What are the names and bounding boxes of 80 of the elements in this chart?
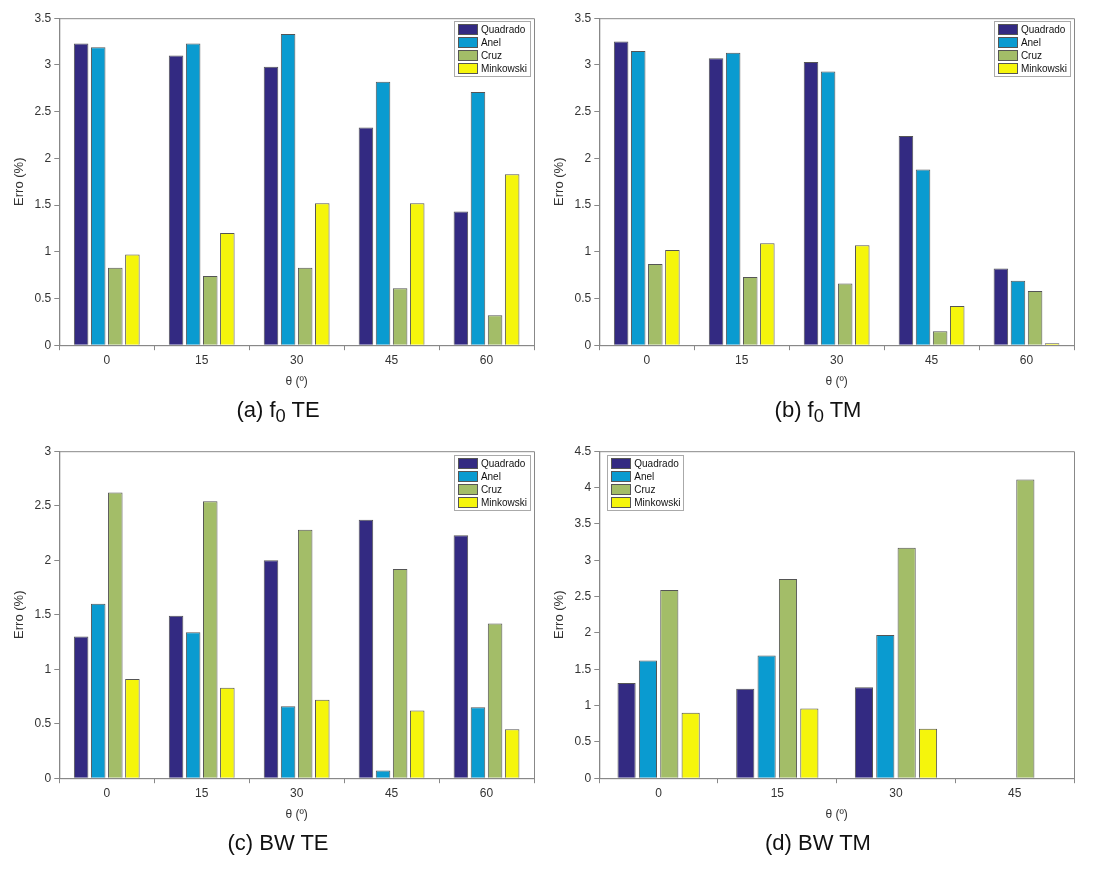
y-tick-label: 2.5 — [34, 498, 52, 513]
x-tick-label: 60 — [1019, 352, 1034, 367]
x-tick-label: 45 — [924, 352, 939, 367]
y-axis-title: Erro (%) — [551, 590, 567, 640]
x-axis-title: θ (º) — [285, 807, 308, 822]
y-tick-label: 0.5 — [34, 290, 52, 305]
y-tick-label: 0.5 — [574, 290, 592, 305]
y-tick-label: 1.5 — [574, 661, 592, 676]
legend-label: Anel — [480, 470, 501, 482]
legend-label: Quadrado — [480, 24, 526, 36]
text: (a) f$_{0}$ TE — [235, 397, 321, 428]
x-tick-label: 0 — [655, 786, 663, 801]
legend-label: Cruz — [1020, 50, 1042, 62]
text: (b) f$_{0}$ TM — [773, 397, 863, 428]
legend-label: Minkowski — [634, 496, 681, 508]
x-axis-title: θ (º) — [825, 374, 848, 389]
y-tick-label: 0 — [584, 337, 592, 352]
legend-label: Cruz — [480, 50, 502, 62]
y-tick-label: 3 — [44, 443, 52, 458]
y-tick-label: 4 — [584, 480, 592, 495]
y-tick-label: 2 — [584, 625, 592, 640]
y-tick-label: 1 — [584, 698, 592, 713]
y-tick-label: 3.5 — [34, 10, 52, 25]
y-tick-label: 2 — [44, 552, 52, 567]
y-axis-title: Erro (%) — [11, 590, 27, 640]
y-tick-label: 2.5 — [574, 103, 592, 118]
x-tick-label: 30 — [889, 786, 903, 801]
x-axis-title: θ (º) — [285, 374, 308, 389]
y-axis-title: Erro (%) — [551, 157, 567, 206]
y-tick-label: 3 — [44, 57, 52, 72]
y-tick-label: 0 — [44, 337, 52, 352]
y-tick-label: 2 — [584, 150, 592, 165]
legend-label: Quadrado — [480, 457, 526, 469]
legend-label: Anel — [480, 37, 501, 49]
y-tick-label: 1 — [44, 661, 52, 676]
legend-label: Anel — [1020, 37, 1041, 49]
y-tick-label: 3 — [584, 552, 592, 567]
legend-label: Minkowski — [1020, 63, 1067, 75]
y-tick-label: 0 — [44, 770, 52, 785]
text: (d) BW TM — [764, 830, 872, 857]
x-tick-label: 30 — [289, 786, 304, 801]
y-tick-label: 0.5 — [34, 716, 52, 731]
y-tick-label: 3 — [584, 57, 592, 72]
x-tick-label: 0 — [103, 786, 111, 801]
x-tick-label: 45 — [384, 786, 399, 801]
y-tick-label: 1.5 — [574, 197, 592, 212]
x-tick-label: 60 — [479, 786, 494, 801]
y-axis-title: Erro (%) — [11, 157, 27, 206]
y-tick-label: 3.5 — [574, 516, 592, 531]
x-tick-label: 0 — [643, 352, 651, 367]
x-tick-label: 15 — [735, 352, 749, 367]
x-tick-label: 15 — [770, 786, 785, 801]
y-tick-label: 4.5 — [574, 443, 592, 458]
legend-label: Minkowski — [480, 496, 527, 508]
y-tick-label: 0 — [584, 770, 592, 785]
x-tick-label: 30 — [289, 352, 304, 367]
y-tick-label: 2.5 — [574, 589, 592, 604]
legend-label: Anel — [634, 470, 655, 482]
x-tick-label: 30 — [829, 352, 844, 367]
y-tick-label: 1 — [44, 244, 52, 259]
y-tick-label: 2.5 — [34, 103, 52, 118]
legend-label: Quadrado — [634, 457, 679, 469]
legend-label: Cruz — [634, 483, 656, 495]
legend-label: Cruz — [480, 483, 502, 495]
y-tick-label: 2 — [44, 150, 52, 165]
x-tick-label: 0 — [103, 352, 111, 367]
legend-label: Minkowski — [480, 63, 527, 75]
x-tick-label: 45 — [1007, 786, 1022, 801]
y-tick-label: 0.5 — [574, 734, 592, 749]
y-tick-label: 1.5 — [34, 197, 52, 212]
y-tick-label: 1.5 — [34, 607, 52, 622]
x-tick-label: 15 — [195, 352, 209, 367]
x-tick-label: 60 — [479, 352, 494, 367]
y-tick-label: 3.5 — [574, 10, 592, 25]
x-tick-label: 15 — [195, 786, 209, 801]
x-tick-label: 45 — [384, 352, 399, 367]
x-axis-title: θ (º) — [825, 807, 848, 822]
text: (c) BW TE — [226, 830, 330, 857]
legend-label: Quadrado — [1020, 24, 1066, 36]
y-tick-label: 1 — [584, 244, 592, 259]
